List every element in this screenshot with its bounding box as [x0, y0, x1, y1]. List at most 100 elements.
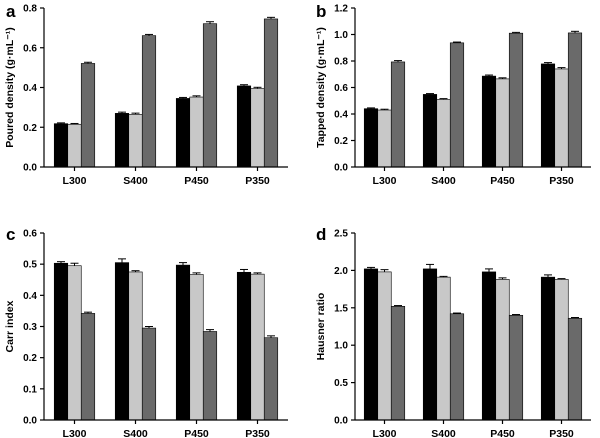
category-label: S400: [431, 175, 456, 187]
category-label: P450: [184, 428, 209, 438]
y-tick-label: 0.5: [23, 260, 37, 271]
bar-p350-series-3: [567, 317, 583, 421]
bar-l300-series-1: [363, 268, 379, 421]
y-tick-label: 0.0: [23, 163, 37, 174]
bar-p450-series-3: [202, 331, 218, 421]
y-axis-title: Tapped density (g·mL⁻¹): [315, 27, 327, 148]
bar-l300-series-2: [377, 271, 392, 421]
category-label: L300: [63, 428, 87, 438]
y-tick-label: 0.4: [334, 110, 348, 121]
y-tick-label: 0.6: [334, 83, 348, 94]
category-label: P350: [245, 428, 270, 438]
y-tick-label: 2.5: [334, 229, 348, 240]
bar-p350-series-2: [554, 279, 569, 421]
bar-p450-series-2: [495, 279, 510, 421]
bar-l300-series-2: [67, 123, 82, 168]
bar-p450-series-2: [189, 274, 204, 421]
y-tick-label: 0.8: [334, 57, 348, 68]
bar-s400-series-2: [128, 271, 143, 421]
y-tick-label: 0.2: [23, 123, 37, 134]
bar-l300-series-3: [390, 61, 406, 168]
bar-p350-series-3: [263, 18, 279, 168]
category-label: L300: [373, 428, 397, 438]
y-tick-label: 1.5: [334, 303, 348, 314]
y-tick-label: 0.4: [23, 291, 37, 302]
y-tick-label: 0.1: [23, 384, 37, 395]
bar-p450-series-3: [508, 314, 524, 421]
category-label: L300: [373, 175, 397, 187]
category-label: P350: [549, 175, 574, 187]
y-tick-label: 0.2: [334, 136, 348, 147]
y-tick-label: 2.0: [334, 266, 348, 277]
panel-a: a L300 S400 P450 P350 0.0 0.2 0.4 0.6 0.8 Poured d…: [4, 2, 288, 187]
category-label: S400: [123, 175, 148, 187]
bar-p450-series-2: [495, 78, 510, 168]
category-label: P350: [245, 175, 270, 187]
panel-d: d L300 S400 P450 P350 0.0 0.5 1.0 1.5 2.0 2.5 Hausn…: [315, 225, 591, 438]
y-tick-label: 1.2: [334, 4, 348, 15]
bar-p450-series-3: [202, 23, 218, 168]
panel-letter: c: [6, 225, 15, 244]
bar-p350-series-1: [236, 85, 252, 168]
bar-p350-series-1: [540, 276, 556, 421]
bar-p450-series-2: [189, 96, 204, 168]
category-label: P450: [184, 175, 209, 187]
bar-l300-series-1: [53, 262, 69, 421]
y-axis-title: Carr index: [4, 300, 16, 352]
y-tick-label: 0.8: [23, 4, 37, 15]
y-tick-label: 0.4: [23, 83, 37, 94]
bar-l300-series-3: [80, 63, 96, 168]
bar-s400-series-1: [114, 262, 130, 421]
bar-s400-series-3: [449, 42, 465, 168]
y-tick-label: 0.2: [23, 353, 37, 364]
y-axis-title: Hausner ratio: [315, 293, 327, 361]
bar-s400-series-1: [422, 268, 438, 421]
bar-s400-series-3: [141, 327, 157, 421]
bar-p350-series-2: [250, 88, 265, 168]
y-tick-label: 0.0: [334, 163, 348, 174]
category-label: P450: [490, 175, 515, 187]
bar-s400-series-2: [436, 276, 451, 421]
bar-l300-series-1: [363, 108, 379, 168]
bar-s400-series-3: [141, 35, 157, 168]
y-axis-title: Poured density (g·mL⁻¹): [4, 27, 16, 147]
bar-p450-series-1: [481, 271, 497, 421]
y-tick-label: 0.0: [23, 416, 37, 427]
bar-s400-series-2: [436, 99, 451, 168]
y-tick-label: 1.0: [334, 341, 348, 352]
category-label: L300: [63, 175, 87, 187]
panel-b: b L300 S400 P450 P350 0.0 0.2 0.4 0.6 0.8 1.0 1.2 Ta…: [315, 2, 591, 187]
bar-s400-series-2: [128, 114, 143, 168]
y-tick-label: 0.3: [23, 322, 37, 333]
bar-l300-series-3: [80, 313, 96, 421]
category-label: P350: [549, 428, 574, 438]
bar-p450-series-1: [175, 98, 191, 168]
bar-s400-series-1: [422, 94, 438, 168]
panel-letter: b: [316, 2, 326, 21]
category-label: P450: [490, 428, 515, 438]
bar-l300-series-2: [67, 265, 82, 421]
bar-p350-series-1: [236, 271, 252, 421]
bar-p350-series-3: [567, 32, 583, 168]
bar-s400-series-1: [114, 113, 130, 168]
bar-l300-series-3: [390, 306, 406, 421]
panel-letter: a: [6, 2, 16, 21]
y-tick-label: 0.5: [334, 378, 348, 389]
category-label: S400: [431, 428, 456, 438]
bar-p350-series-1: [540, 63, 556, 168]
bar-p350-series-2: [554, 68, 569, 168]
bar-p450-series-1: [175, 264, 191, 421]
bar-l300-series-1: [53, 123, 69, 168]
bar-p450-series-3: [508, 32, 524, 168]
bar-p350-series-2: [250, 273, 265, 421]
bar-s400-series-3: [449, 313, 465, 421]
category-label: S400: [123, 428, 148, 438]
y-tick-label: 0.6: [23, 229, 37, 240]
y-tick-label: 0.6: [23, 43, 37, 54]
bar-l300-series-2: [377, 109, 392, 168]
panel-letter: d: [316, 225, 326, 244]
bar-p350-series-3: [263, 337, 279, 421]
y-tick-label: 1.0: [334, 30, 348, 41]
panel-c: c L300 S400 P450 P350 0.0 0.1 0.2 0.3 0.4 0.5 0.6 Ca…: [4, 225, 288, 438]
